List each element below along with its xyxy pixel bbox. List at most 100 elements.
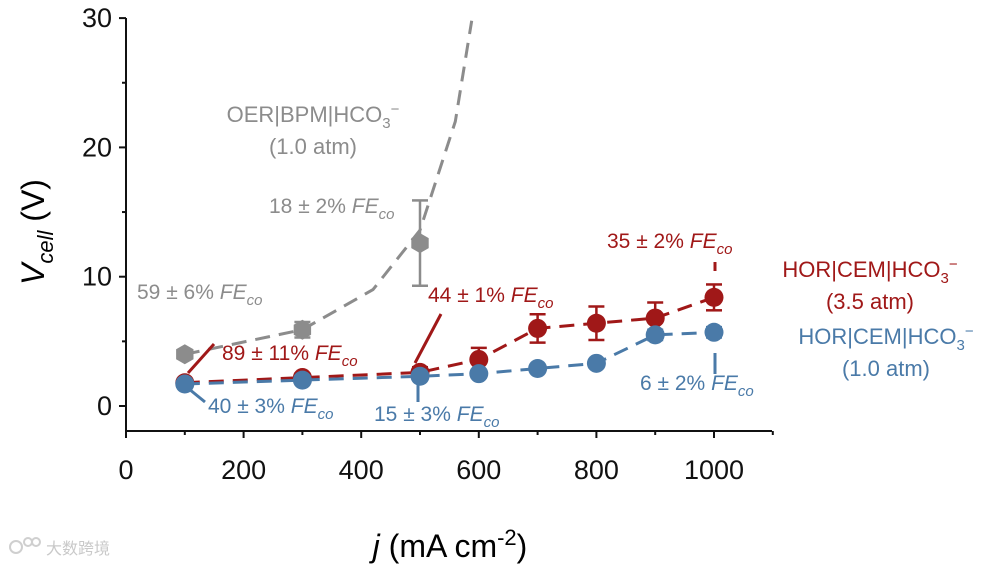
y-tick-label: 10 (82, 262, 112, 292)
data-point (176, 344, 194, 365)
series-label-hor35: HOR|CEM|HCO3−(3.5 atm) (782, 256, 957, 314)
series-label-line: (1.0 atm) (842, 356, 930, 381)
series-label-line: OER|BPM|HCO3− (227, 101, 400, 132)
series-label-part: 3 (956, 337, 964, 354)
series-label-part: (1.0 atm) (269, 134, 357, 159)
annotation-label: 44 ± 1% FEco (428, 284, 553, 312)
annotation-sub: co (538, 295, 554, 312)
annotation-sub: co (318, 406, 334, 423)
annotation-value: 6 ± 2% (640, 372, 711, 395)
series-label-part: HOR|CEM|HCO (782, 257, 940, 282)
watermark-text: 大数跨境 (46, 539, 110, 558)
annotation-label: 6 ± 2% FEco (640, 372, 754, 400)
x-tick-label: 1000 (684, 455, 744, 485)
series-label-oer: OER|BPM|HCO3−(1.0 atm) (227, 101, 400, 159)
series-label-part: (1.0 atm) (842, 356, 930, 381)
watermark: 大数跨境 (9, 537, 110, 558)
series-label-line: HOR|CEM|HCO3− (782, 256, 957, 287)
annotation-fe: FE (220, 281, 248, 304)
series-label-line: (3.5 atm) (826, 289, 914, 314)
data-point (645, 325, 665, 345)
annotation-sub: co (342, 353, 358, 370)
annotation-fe: FE (315, 342, 343, 365)
series-label-part: (3.5 atm) (826, 289, 914, 314)
annotation-label: 59 ± 6% FEco (137, 281, 262, 309)
series-label-part: 3 (382, 115, 390, 132)
series-label-part: OER|BPM|HCO (227, 102, 383, 127)
annotation-value: 40 ± 3% (208, 395, 291, 418)
annotation-leader (413, 313, 443, 364)
x-tick-label: 0 (118, 455, 133, 485)
series-label-part: 3 (940, 270, 948, 287)
y-tick-label: 30 (82, 3, 112, 33)
x-tick-label: 400 (339, 455, 384, 485)
series-label-part: HOR|CEM|HCO (798, 324, 956, 349)
annotation-fe: FE (291, 395, 319, 418)
annotation-fe: FE (511, 284, 539, 307)
series-group (175, 20, 724, 394)
data-point (645, 308, 665, 328)
x-axis-title: j (mA cm-2) (369, 525, 528, 564)
series-label-hor10: HOR|CEM|HCO3−(1.0 atm) (798, 323, 973, 381)
series-0 (176, 20, 474, 365)
annotation-label: 89 ± 11% FEco (222, 342, 358, 370)
series-line (184, 330, 715, 386)
annotation-label: 35 ± 2% FEco (607, 230, 732, 258)
data-point (469, 364, 489, 384)
annotation-oer-500: 18 ± 2% FEco (269, 195, 394, 223)
data-point (292, 370, 312, 390)
data-point (411, 233, 429, 254)
series-label-line: (1.0 atm) (269, 134, 357, 159)
annotation-hor10-1000: 6 ± 2% FEco (640, 353, 754, 400)
annotation-hor10-500: 15 ± 3% FEco (374, 385, 499, 431)
series-label-part: − (965, 323, 974, 340)
y-tick-label: 0 (97, 391, 112, 421)
data-point (293, 319, 312, 340)
data-point (704, 287, 724, 307)
annotation-sub: co (484, 414, 500, 431)
series-line (184, 295, 715, 385)
series-label-part: − (949, 256, 958, 273)
axes: 0 200 400 600 800 1000 0 10 20 30 (82, 3, 774, 485)
annotation-hor35-500: 44 ± 1% FEco (413, 284, 553, 364)
annotation-leader (182, 350, 192, 360)
annotation-fe: FE (711, 372, 739, 395)
annotation-sub: co (247, 292, 263, 309)
annotation-hor10-100: 40 ± 3% FEco (188, 387, 333, 423)
data-point (410, 366, 430, 386)
y-tick-label: 20 (82, 132, 112, 162)
watermark-logo-icon (9, 537, 41, 554)
x-tick-label: 800 (574, 455, 619, 485)
annotation-sub: co (738, 383, 754, 400)
annotation-leader (186, 342, 216, 375)
annotation-value: 59 ± 6% (137, 281, 220, 304)
series-label-line: HOR|CEM|HCO3− (798, 323, 973, 354)
annotation-sub: co (379, 206, 395, 223)
annotation-value: 18 ± 2% (269, 195, 352, 218)
annotation-label: 15 ± 3% FEco (374, 403, 499, 431)
annotation-label: 18 ± 2% FEco (269, 195, 394, 223)
y-axis-title: Vcell (V) (15, 179, 58, 285)
annotation-value: 89 ± 11% (222, 342, 315, 365)
data-point (528, 359, 548, 379)
annotation-hor35-100: 89 ± 11% FEco (186, 342, 358, 375)
series-2 (175, 322, 724, 394)
series-line (184, 20, 474, 356)
annotation-fe: FE (352, 195, 380, 218)
series-label-part: − (391, 101, 400, 118)
data-point (469, 349, 489, 369)
annotation-value: 15 ± 3% (374, 403, 457, 426)
data-point (586, 353, 606, 373)
annotation-label: 40 ± 3% FEco (208, 395, 333, 423)
data-point (586, 313, 606, 333)
annotation-fe: FE (457, 403, 485, 426)
annotation-sub: co (717, 241, 733, 258)
annotation-value: 44 ± 1% (428, 284, 511, 307)
annotation-leader (188, 387, 206, 404)
annotation-fe: FE (690, 230, 718, 253)
x-tick-label: 200 (221, 455, 266, 485)
annotation-hor35-1000: 35 ± 2% FEco (607, 230, 732, 271)
annotation-value: 35 ± 2% (607, 230, 690, 253)
